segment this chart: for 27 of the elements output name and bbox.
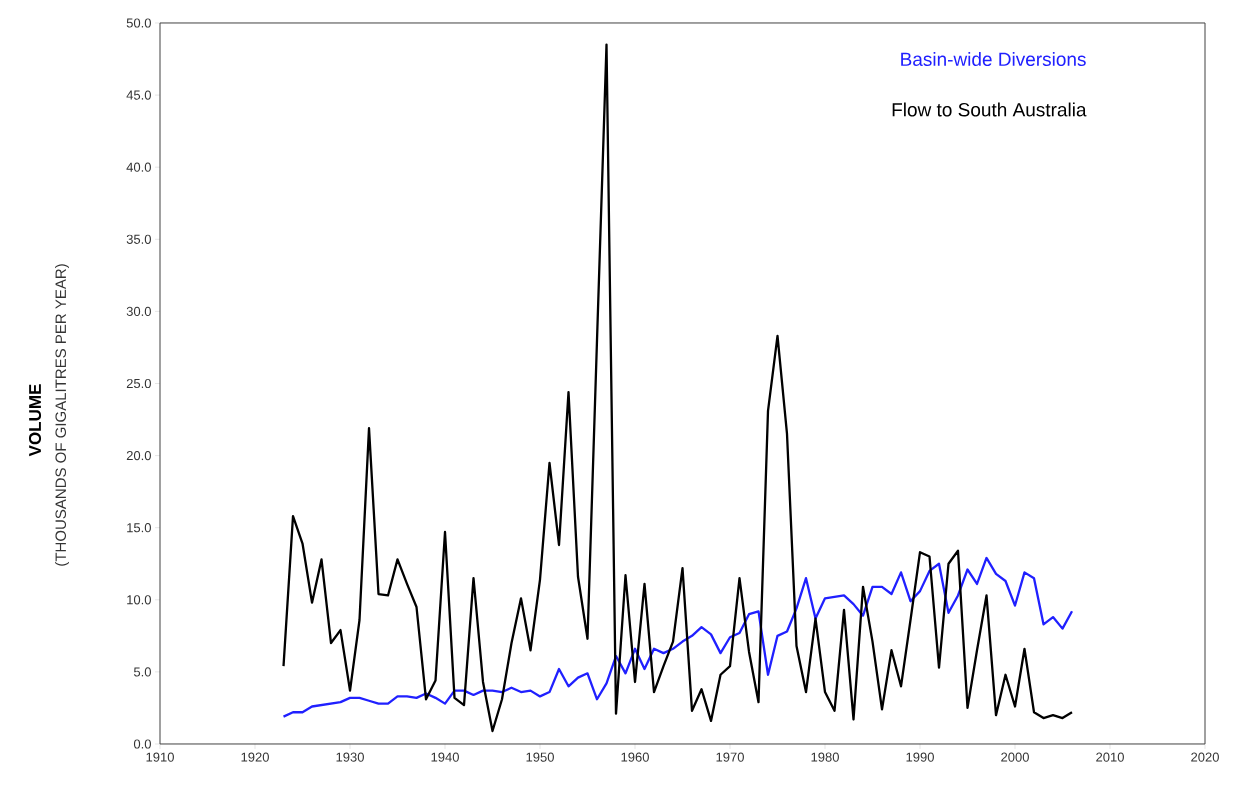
x-tick-label: 2010 <box>1096 752 1124 762</box>
y-tick-label: 15.0 <box>127 523 151 533</box>
y-tick-label: 25.0 <box>126 378 151 389</box>
text: Flow to South Australia <box>892 102 1087 117</box>
x-tick-label: 2000 <box>1001 752 1029 762</box>
x-tick-label: 1930 <box>336 752 364 762</box>
x-tick-label: 1950 <box>526 752 554 762</box>
y-axis-title: (THOUSANDS OF GIGALITRES PER YEAR) <box>55 264 69 566</box>
x-tick-label: 1920 <box>241 752 269 762</box>
y-tick-label: 45.0 <box>126 90 151 100</box>
x-tick-label: 1910 <box>146 752 174 762</box>
x-tick-label: 1990 <box>906 752 934 762</box>
y-tick-label: 30.0 <box>126 306 151 316</box>
y-tick-label: 35.0 <box>126 234 151 244</box>
text: VOLUME <box>28 384 42 457</box>
y-tick-label: 0.0 <box>133 739 151 749</box>
x-tick-label: 2020 <box>1191 752 1219 762</box>
y-tick-label: 5.0 <box>133 667 151 677</box>
x-tick-label: 1940 <box>431 752 459 762</box>
y-tick-label: 40.0 <box>126 162 151 172</box>
y-tick-label: 50.0 <box>126 18 151 28</box>
text: Basin-wide Diversions <box>901 52 1086 67</box>
x-tick-label: 1970 <box>716 752 744 762</box>
y-tick-label: 10.0 <box>127 595 151 605</box>
y-tick-label: 20.0 <box>126 450 151 461</box>
x-tick-label: 1960 <box>621 752 649 762</box>
x-tick-label: 1980 <box>811 752 839 762</box>
